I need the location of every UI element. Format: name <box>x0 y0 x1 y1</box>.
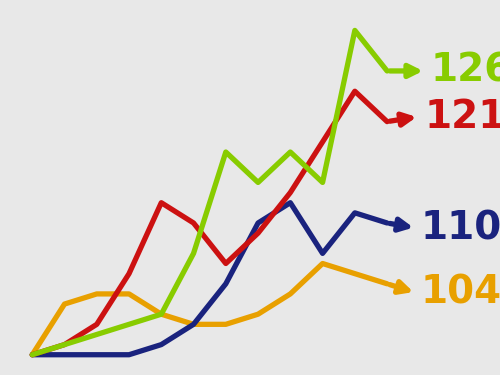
Text: 104: 104 <box>421 274 500 312</box>
Text: 121: 121 <box>424 98 500 135</box>
Text: 110: 110 <box>421 209 500 247</box>
Text: 126: 126 <box>430 52 500 90</box>
